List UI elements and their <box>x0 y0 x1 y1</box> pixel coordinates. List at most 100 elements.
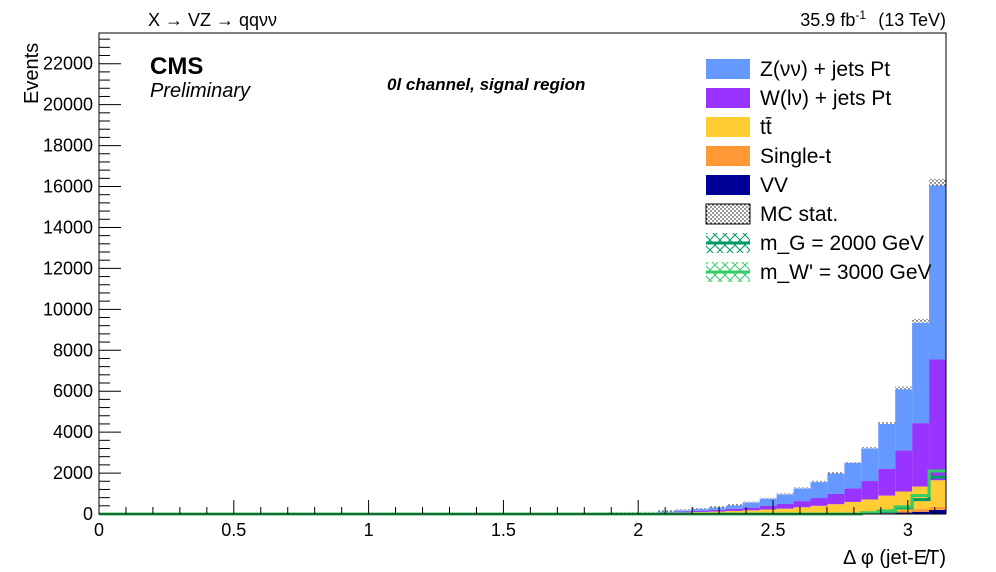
legend-label-3: Single-t <box>760 145 831 168</box>
bar-w-l-jets-pt-37 <box>725 508 743 511</box>
bar-w-l-jets-pt-41 <box>793 501 811 508</box>
legend-label-0: Z(νν) + jets Pt <box>760 58 890 81</box>
mc-stat-band-31 <box>624 511 642 513</box>
bar-tt--39 <box>759 509 777 514</box>
bar-z-jets-pt-47 <box>895 389 913 451</box>
bar-w-l-jets-pt-48 <box>912 423 930 487</box>
mc-stat-band-47 <box>895 386 913 390</box>
bar-z-jets-pt-39 <box>759 498 777 507</box>
y-tick-label: 4000 <box>53 422 93 442</box>
bar-tt--38 <box>742 510 760 514</box>
mc-stat-band-45 <box>861 446 879 449</box>
bar-tt--43 <box>827 504 845 514</box>
x-tick-label: 2.5 <box>761 520 786 540</box>
legend-label-4: VV <box>760 174 788 197</box>
bar-z-jets-pt-46 <box>878 423 896 469</box>
y-tick-label: 22000 <box>43 54 93 74</box>
bar-z-jets-pt-35 <box>691 508 709 511</box>
y-tick-label: 8000 <box>53 340 93 360</box>
legend-label-2: tt̄ <box>760 116 772 139</box>
bar-tt--37 <box>725 510 743 514</box>
energy-label: (13 TeV) <box>878 10 946 30</box>
y-tick-label: 12000 <box>43 258 93 278</box>
stacked-bars <box>573 178 946 514</box>
bar-z-jets-pt-37 <box>725 505 743 509</box>
bar-w-l-jets-pt-39 <box>759 506 777 510</box>
bar-z-jets-pt-38 <box>742 502 760 508</box>
legend-swatch-mc-stat <box>705 203 751 225</box>
legend-label-5: MC stat. <box>760 203 838 226</box>
legend-swatch-3 <box>706 146 750 166</box>
y-axis-label: Events <box>21 43 43 104</box>
x-tick-label: 3 <box>903 520 913 540</box>
bar-w-l-jets-pt-36 <box>708 509 726 512</box>
mc-stat-band-33 <box>658 510 675 512</box>
bar-tt--44 <box>844 501 862 514</box>
bar-tt--42 <box>810 505 828 514</box>
channel-label: 0l channel, signal region <box>387 75 585 94</box>
y-tick-label: 6000 <box>53 381 93 401</box>
bar-w-l-jets-pt-45 <box>861 481 879 500</box>
x-tick-label: 0.5 <box>221 520 246 540</box>
x-tick-label: 1.5 <box>491 520 516 540</box>
x-axis: 0 0.5 1 1.5 2 2.5 3 <box>94 500 936 540</box>
x-axis-label: Δ φ (jet-E̸T) <box>843 547 946 569</box>
y-tick-label: 10000 <box>43 299 93 319</box>
mc-stat-band-44 <box>844 461 862 463</box>
bar-z-jets-pt-41 <box>793 488 811 502</box>
mc-stat-band-41 <box>793 487 811 489</box>
y-axis: 0 2000 4000 6000 8000 10000 12000 14000 16000 180… <box>43 38 121 524</box>
x-tick-label: 2 <box>633 520 643 540</box>
bar-w-l-jets-pt-47 <box>895 450 913 492</box>
bar-vv-48 <box>912 511 930 514</box>
bar-tt--49 <box>929 480 946 507</box>
mc-stat-band-36 <box>708 506 726 508</box>
bar-w-l-jets-pt-46 <box>878 468 896 496</box>
bar-z-jets-pt-49 <box>929 185 946 360</box>
bar-tt--46 <box>878 495 896 512</box>
luminosity-label: 35.9 fb-1 <box>800 8 866 30</box>
x-tick-label: 1 <box>364 520 374 540</box>
mc-stat-band-35 <box>691 507 709 509</box>
bar-z-jets-pt-34 <box>674 510 692 512</box>
y-tick-label: 2000 <box>53 463 93 483</box>
plot-frame <box>98 32 947 515</box>
mc-stat-band-49 <box>929 178 946 186</box>
bar-z-jets-pt-48 <box>912 322 930 424</box>
bar-tt--41 <box>793 507 811 514</box>
bar-vv-47 <box>895 512 913 514</box>
mc-stat-band-34 <box>674 509 692 511</box>
legend-swatch-4 <box>706 175 750 195</box>
mc-stat-band-32 <box>641 511 659 513</box>
bar-z-jets-pt-33 <box>658 511 675 513</box>
x-tick-label: 0 <box>94 520 104 540</box>
legend-label-1: W(lν) + jets Pt <box>760 87 891 110</box>
bar-tt--45 <box>861 499 879 513</box>
bar-single-t-47 <box>895 510 913 513</box>
mc-stat-band-39 <box>759 497 777 499</box>
bar-z-jets-pt-42 <box>810 482 828 499</box>
mc-stat-band-48 <box>912 319 930 323</box>
bar-w-l-jets-pt-42 <box>810 498 828 506</box>
cms-label: CMS <box>150 53 203 80</box>
bar-vv-49 <box>929 509 946 514</box>
bar-z-jets-pt-45 <box>861 448 879 482</box>
legend-swatch-2 <box>706 117 750 137</box>
legend-swatch-0 <box>706 59 750 79</box>
bar-single-t-49 <box>929 506 946 510</box>
preliminary-label: Preliminary <box>150 80 251 102</box>
y-tick-label: 18000 <box>43 136 93 156</box>
bar-w-l-jets-pt-43 <box>827 493 845 505</box>
y-tick-label: 0 <box>83 504 93 524</box>
bar-w-l-jets-pt-34 <box>674 511 692 513</box>
process-title: X → VZ → qqνν <box>148 10 277 30</box>
bar-single-t-48 <box>912 509 930 512</box>
bar-z-jets-pt-43 <box>827 473 845 494</box>
bar-w-l-jets-pt-49 <box>929 359 946 481</box>
bar-w-l-jets-pt-44 <box>844 488 862 502</box>
bar-tt--40 <box>776 508 794 514</box>
y-tick-label: 16000 <box>43 177 93 197</box>
bar-w-l-jets-pt-40 <box>776 503 794 509</box>
mc-stat-band-42 <box>810 480 828 483</box>
